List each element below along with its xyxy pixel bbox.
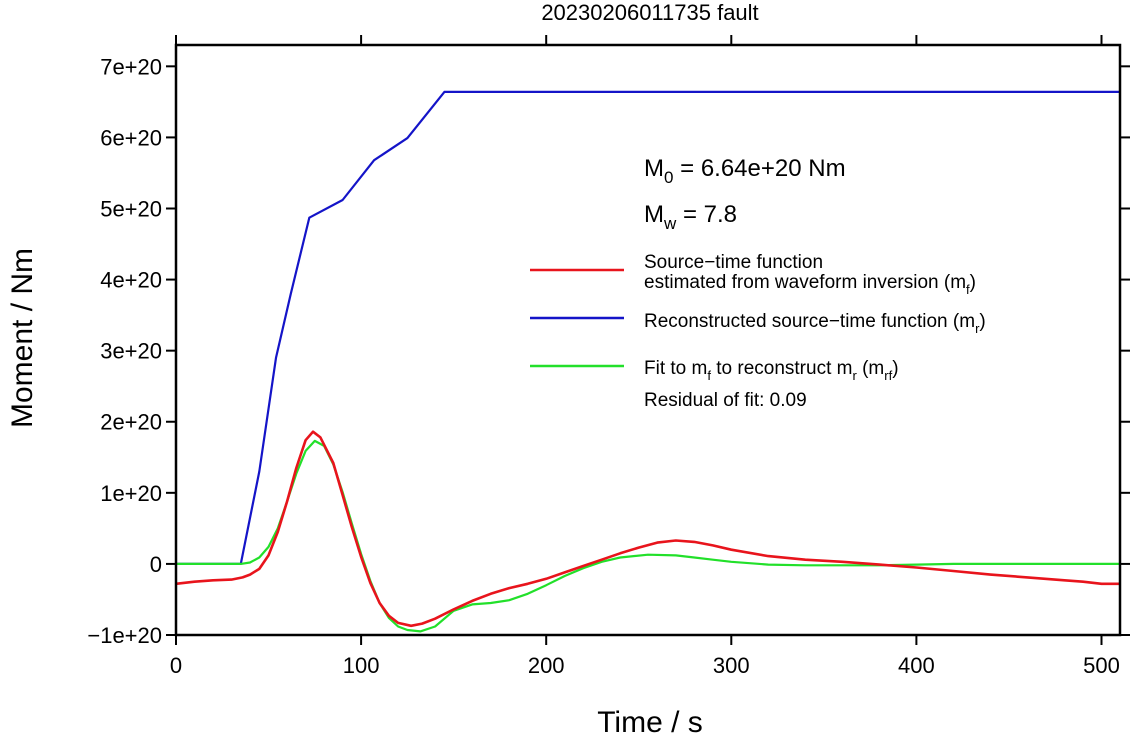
plot-frame	[174, 43, 1122, 637]
y-axis-title: Moment / Nm	[6, 248, 39, 428]
x-axis-title: Time / s	[597, 706, 703, 736]
legend-label-mr: Reconstructed source−time function (mr)	[644, 311, 986, 336]
legend-label-mf: estimated from waveform inversion (mf)	[644, 272, 976, 297]
series-line-mf	[175, 430, 1120, 628]
y-tick-label: 7e+20	[100, 54, 162, 79]
m0-annotation: M0 = 6.64e+20 Nm	[644, 155, 846, 187]
x-tick-label: 0	[170, 653, 182, 678]
series-line-mr	[176, 90, 1120, 566]
y-tick-label: 2e+20	[100, 410, 162, 435]
mw-annotation: Mw = 7.8	[644, 201, 737, 233]
legend-label-mrf: Fit to mf to reconstruct mr (mrf)	[644, 358, 899, 383]
x-tick-label: 500	[1083, 653, 1120, 678]
chart-title: 20230206011735 fault	[541, 0, 758, 25]
y-tick-label: 3e+20	[100, 339, 162, 364]
axis-ticks	[166, 35, 1130, 645]
y-tick-label: −1e+20	[87, 623, 162, 648]
x-tick-label: 400	[898, 653, 935, 678]
x-tick-label: 300	[713, 653, 750, 678]
legend-label-mf: Source−time function	[644, 252, 823, 273]
annotations: M0 = 6.64e+20 Nm Mw = 7.8 Residual of fit:…	[644, 155, 846, 411]
y-tick-label: 0	[150, 552, 162, 577]
x-tick-label: 200	[528, 653, 565, 678]
y-tick-label: 4e+20	[100, 268, 162, 293]
y-tick-label: 6e+20	[100, 125, 162, 150]
series-line-mrf	[176, 439, 1120, 633]
axis-tick-labels: 0 100 200 300 400 500 −1e+20 0 1e+20 2e+20 3e+20 4e…	[87, 54, 1119, 678]
y-tick-label: 5e+20	[100, 196, 162, 221]
residual-text: Residual of fit: 0.09	[644, 390, 807, 411]
data-series	[175, 90, 1120, 633]
y-tick-label: 1e+20	[100, 481, 162, 506]
x-tick-label: 100	[343, 653, 380, 678]
